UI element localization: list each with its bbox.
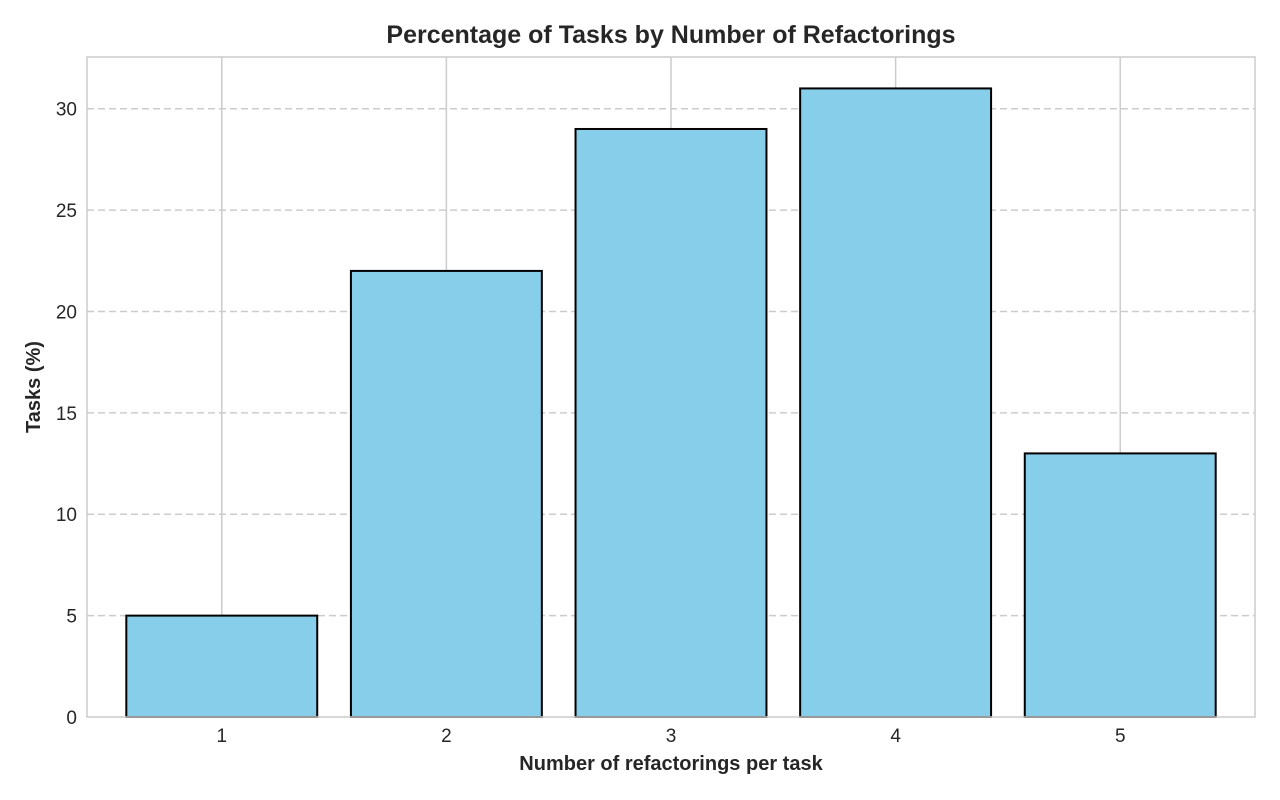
y-tick-label: 10	[56, 505, 77, 526]
bar	[125, 614, 319, 718]
y-tick-label: 25	[56, 201, 77, 222]
x-tick-label: 4	[890, 726, 901, 747]
bars	[125, 87, 1217, 718]
bar	[1023, 452, 1217, 718]
x-tick-label: 5	[1115, 726, 1126, 747]
x-tick-label: 1	[216, 726, 227, 747]
x-tick-labels: 1 2 3 4 5	[216, 726, 1125, 747]
chart-title: Percentage of Tasks by Number of Refacto…	[386, 21, 955, 49]
y-tick-label: 5	[66, 607, 77, 628]
bar	[799, 87, 993, 718]
x-axis-label: Number of refactorings per task	[519, 753, 823, 775]
y-tick-label: 0	[66, 708, 77, 729]
x-tick-label: 3	[666, 726, 677, 747]
bar	[349, 269, 543, 718]
y-tick-label: 20	[56, 302, 77, 323]
plot-frame	[86, 56, 1256, 718]
y-tick-label: 15	[56, 404, 77, 425]
y-tick-labels: 0 5 10 15 20 25 30	[56, 100, 77, 729]
x-tick-label: 2	[441, 726, 452, 747]
y-axis-label: Tasks (%)	[23, 341, 45, 433]
y-tick-label: 30	[56, 100, 77, 121]
bar	[574, 127, 768, 718]
